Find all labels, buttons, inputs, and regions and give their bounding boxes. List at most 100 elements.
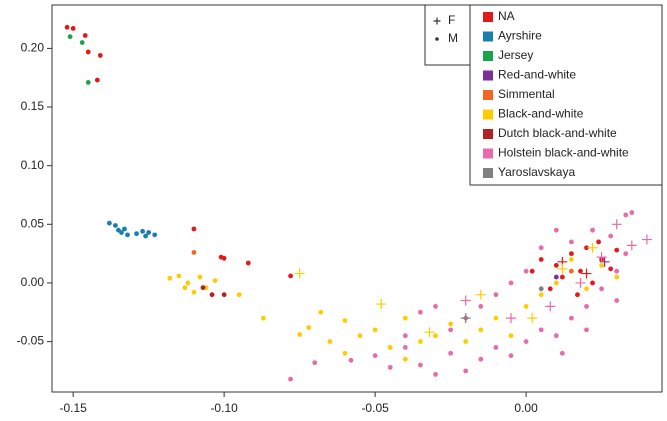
- point: [508, 280, 514, 286]
- point: [433, 303, 438, 309]
- legend-label: Dutch black-and-white: [498, 126, 617, 140]
- sex-legend-marker: [433, 17, 441, 25]
- point: [376, 299, 387, 310]
- point: [64, 24, 70, 30]
- point: [191, 289, 197, 295]
- point: [538, 286, 544, 292]
- point: [433, 333, 438, 339]
- legend-box: [469, 4, 663, 186]
- point: [553, 333, 559, 339]
- point: [506, 313, 517, 324]
- point: [596, 239, 601, 245]
- point: [475, 289, 486, 300]
- point: [318, 309, 324, 315]
- point: [197, 274, 203, 280]
- point: [553, 262, 559, 268]
- point: [493, 345, 499, 350]
- point: [508, 333, 514, 339]
- point: [623, 212, 629, 218]
- point: [590, 280, 595, 286]
- point: [119, 230, 124, 235]
- point: [584, 327, 589, 333]
- point: [478, 356, 484, 362]
- point: [493, 315, 499, 321]
- point: [448, 327, 454, 333]
- point: [106, 220, 112, 226]
- x-tick-label: -0.05: [361, 401, 389, 415]
- points: [64, 24, 652, 382]
- point: [553, 280, 559, 286]
- point: [587, 242, 598, 253]
- point: [152, 232, 158, 238]
- point: [418, 362, 423, 368]
- y-tick-label: 0.20: [21, 41, 45, 55]
- legend-label: Black-and-white: [498, 107, 584, 121]
- point: [221, 255, 227, 261]
- point: [614, 274, 620, 280]
- point: [113, 223, 118, 228]
- legend-swatch: [483, 168, 493, 178]
- point: [529, 268, 535, 274]
- point: [553, 274, 559, 280]
- point: [608, 266, 614, 272]
- point: [527, 313, 538, 324]
- legend-swatch: [483, 70, 493, 81]
- point: [402, 356, 408, 362]
- point: [297, 332, 303, 337]
- point: [191, 226, 197, 232]
- legend-label: Ayrshire: [498, 29, 542, 43]
- point: [212, 278, 218, 283]
- point: [448, 350, 454, 356]
- point: [140, 228, 145, 234]
- point: [569, 268, 574, 274]
- point: [312, 360, 318, 366]
- point: [200, 285, 206, 291]
- point: [460, 313, 471, 324]
- point: [245, 260, 251, 266]
- point: [538, 292, 544, 298]
- point: [584, 245, 589, 251]
- legend-swatch: [483, 90, 493, 100]
- sex-legend-label: M: [448, 31, 458, 45]
- point: [387, 364, 393, 370]
- point: [538, 245, 544, 251]
- point: [581, 268, 592, 279]
- x-tick-label: -0.15: [59, 401, 87, 415]
- point: [402, 333, 408, 339]
- point: [569, 315, 574, 321]
- point: [596, 252, 607, 263]
- point: [578, 268, 583, 274]
- point: [584, 303, 589, 309]
- legend-swatch: [483, 109, 493, 120]
- point: [559, 350, 565, 356]
- legend-swatch: [483, 51, 493, 61]
- legend-swatch: [483, 129, 493, 139]
- point: [629, 210, 635, 215]
- point: [463, 368, 469, 374]
- point: [236, 292, 242, 298]
- y-tick-label: 0.15: [21, 99, 45, 113]
- legend-label: Red-and-white: [498, 68, 576, 82]
- point: [418, 309, 423, 315]
- point: [523, 268, 529, 274]
- legend-label: Yaroslavskaya: [498, 165, 575, 179]
- point: [221, 292, 227, 298]
- point: [327, 339, 333, 344]
- sex-legend-box: [424, 4, 471, 66]
- point: [641, 234, 652, 245]
- point: [94, 77, 100, 83]
- point: [191, 250, 197, 255]
- point: [97, 53, 103, 58]
- point: [357, 333, 363, 339]
- point: [614, 247, 620, 253]
- point: [584, 286, 589, 292]
- legend-label: NA: [498, 9, 515, 23]
- point: [463, 339, 469, 344]
- point: [70, 26, 76, 31]
- point: [288, 273, 293, 279]
- sex-legend-marker: [435, 37, 439, 41]
- point: [288, 376, 293, 382]
- point: [143, 233, 149, 239]
- point: [626, 240, 637, 251]
